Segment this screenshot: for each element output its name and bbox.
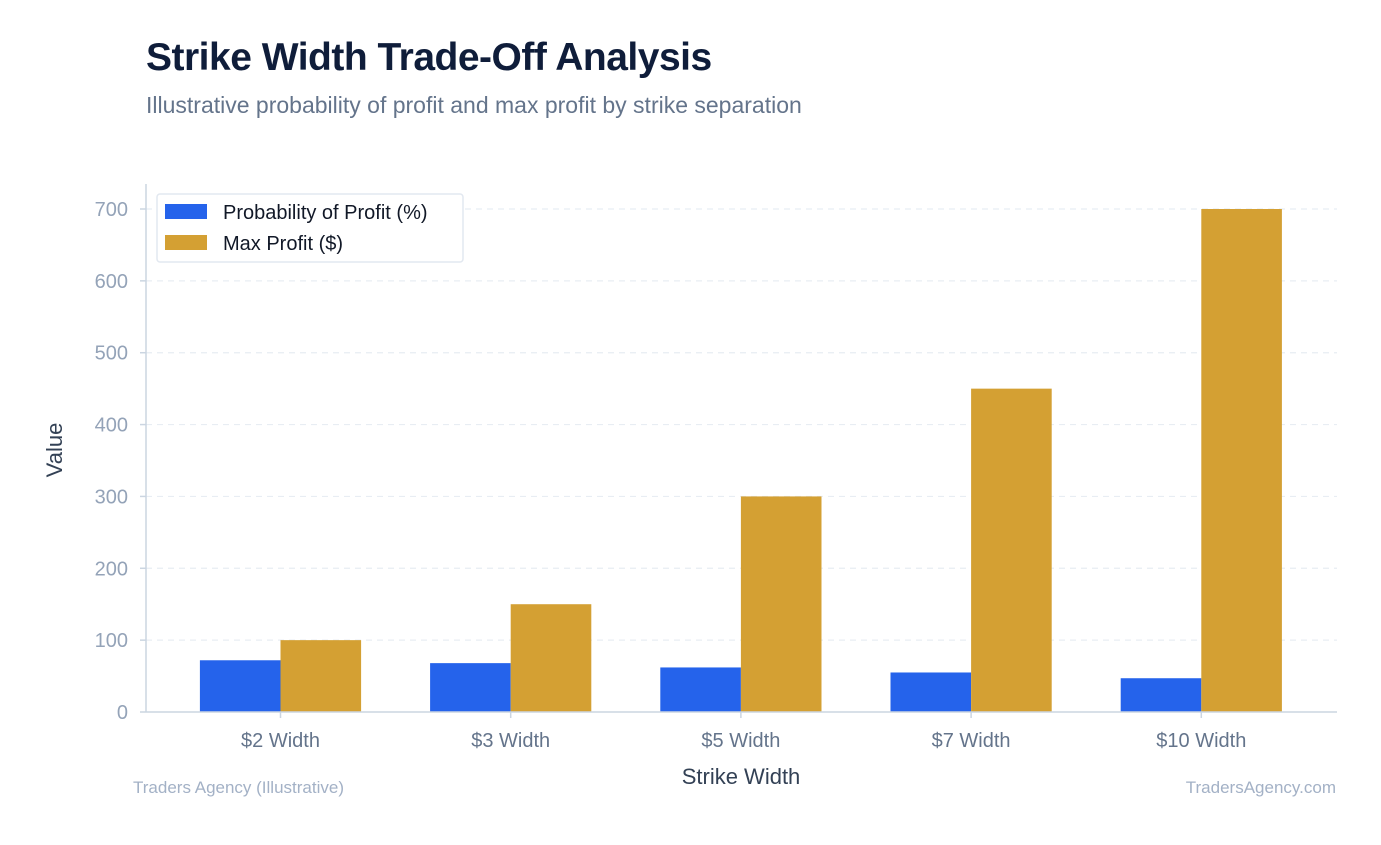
y-tick-labels: 0 100 200 300 400 500 600 700 (95, 199, 146, 724)
bar-max-profit-2 (740, 496, 822, 712)
y-tick-label: 400 (95, 415, 128, 437)
bar-probability-of-profit-2 (660, 667, 741, 712)
x-tick-label: $2 Width (241, 730, 320, 752)
y-tick-label: 100 (95, 630, 128, 652)
x-tick-label: $3 Width (471, 730, 550, 752)
bar-probability-of-profit-0 (199, 660, 281, 712)
y-tick-label: 0 (117, 702, 128, 724)
x-axis-label: Strike Width (682, 764, 801, 789)
footer-source: Traders Agency (Illustrative) (133, 778, 344, 797)
legend-swatch (165, 204, 207, 219)
bar-max-profit-0 (280, 640, 362, 712)
y-tick-label: 600 (95, 271, 128, 293)
y-tick-label: 500 (95, 343, 128, 365)
legend: Probability of Profit (%) Max Profit ($) (156, 193, 464, 263)
x-tick-label: $5 Width (701, 730, 780, 752)
x-tick-label: $7 Width (932, 730, 1011, 752)
bar-probability-of-profit-1 (430, 663, 511, 712)
legend-box (156, 193, 464, 263)
y-tick-label: 200 (95, 558, 128, 580)
bar-max-profit-3 (971, 388, 1052, 712)
bar-probability-of-profit-3 (890, 672, 972, 712)
y-tick-label: 700 (95, 199, 128, 221)
bar-probability-of-profit-4 (1120, 678, 1202, 712)
footer-website: TradersAgency.com (1185, 778, 1336, 797)
legend-label: Max Profit ($) (223, 233, 343, 255)
bars (199, 209, 1282, 712)
x-tick-labels: $2 Width $3 Width $5 Width $7 Width $10 Widt… (241, 712, 1246, 752)
chart-title: Strike Width Trade-Off Analysis (146, 36, 712, 79)
chart-subtitle: Illustrative probability of profit and m… (146, 92, 802, 118)
legend-swatch (165, 235, 207, 250)
y-axis-label: Value (42, 423, 67, 478)
bar-max-profit-4 (1201, 209, 1282, 712)
legend-label: Probability of Profit (%) (223, 202, 428, 224)
x-tick-label: $10 Width (1156, 730, 1246, 752)
y-tick-label: 300 (95, 486, 128, 508)
bar-max-profit-1 (510, 604, 592, 712)
